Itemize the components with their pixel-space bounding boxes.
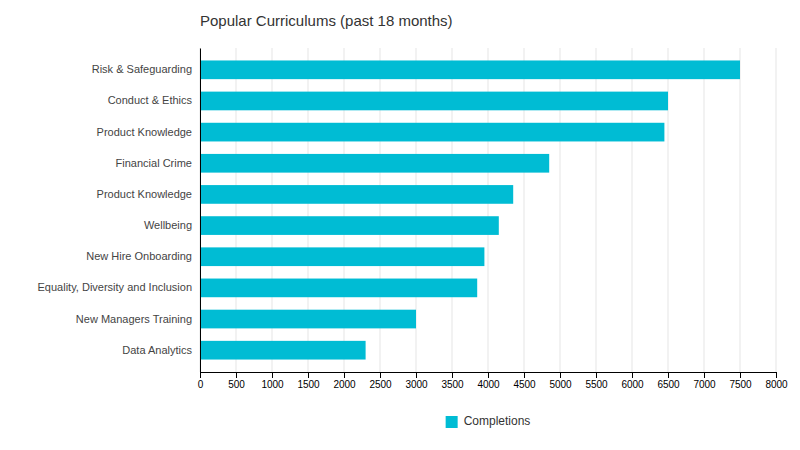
chart-svg: Popular Curriculums (past 18 months) 0 500…	[0, 0, 800, 450]
tick-label: Financial Crime	[116, 157, 192, 169]
tick-label: 7000	[693, 379, 716, 390]
bar	[200, 279, 477, 298]
legend-swatch	[446, 416, 458, 428]
bars	[200, 60, 740, 359]
tick: Product Knowledge	[97, 126, 192, 138]
chart-title: Popular Curriculums (past 18 months)	[200, 12, 453, 29]
tick-label: 0	[198, 379, 204, 390]
tick: 7500	[729, 372, 752, 390]
tick-label: 1500	[297, 379, 320, 390]
bar	[200, 154, 549, 173]
bar	[200, 185, 513, 204]
value-axis: 0 500 1000 1500 2000 2500 3000 3500 4000 4500 5000…	[198, 372, 788, 390]
grid-line	[704, 48, 705, 372]
bar	[200, 60, 740, 79]
tick: 6000	[621, 372, 644, 390]
bar	[200, 247, 484, 266]
tick: Data Analytics	[122, 344, 192, 356]
tick-label: 5500	[585, 379, 608, 390]
tick: 2000	[333, 372, 356, 390]
tick: 2500	[369, 372, 392, 390]
grid	[200, 48, 776, 372]
tick-label: Product Knowledge	[97, 188, 192, 200]
grid-line	[200, 48, 201, 372]
tick-mark	[668, 372, 669, 378]
tick: Conduct & Ethics	[108, 94, 193, 106]
axis-line	[201, 373, 777, 379]
tick-mark	[560, 372, 561, 378]
tick: 0	[198, 372, 204, 390]
tick: Financial Crime	[116, 157, 192, 169]
tick-mark	[704, 372, 705, 378]
tick: 1000	[261, 372, 284, 390]
tick-mark	[524, 372, 525, 378]
tick: 7000	[693, 372, 716, 390]
bar	[200, 341, 366, 360]
tick-mark	[308, 372, 309, 378]
tick-label: 3500	[441, 379, 464, 390]
tick-label: 5000	[549, 379, 572, 390]
tick: 5000	[549, 372, 572, 390]
tick-mark	[776, 372, 777, 378]
tick-label: 6500	[657, 379, 680, 390]
tick-label: 8000	[765, 379, 788, 390]
tick-label: Risk & Safeguarding	[92, 63, 192, 75]
bar	[200, 123, 664, 142]
tick-mark	[200, 372, 201, 378]
legend-label: Completions	[464, 414, 531, 428]
tick-mark	[344, 372, 345, 378]
tick-label: 6000	[621, 379, 644, 390]
tick-label: New Managers Training	[76, 313, 192, 325]
tick-label: 3000	[405, 379, 428, 390]
tick-label: 2000	[333, 379, 356, 390]
tick-label: Wellbeing	[144, 219, 192, 231]
axis-line	[200, 49, 201, 373]
tick-mark	[272, 372, 273, 378]
tick: Product Knowledge	[97, 188, 192, 200]
tick: 4500	[513, 372, 536, 390]
tick: 6500	[657, 372, 680, 390]
tick-mark	[236, 372, 237, 378]
tick-label: Equality, Diversity and Inclusion	[38, 281, 192, 293]
tick-label: 500	[228, 379, 245, 390]
bar	[200, 310, 416, 329]
tick: Wellbeing	[144, 219, 192, 231]
tick-mark	[740, 372, 741, 378]
bar	[200, 92, 668, 111]
tick: New Hire Onboarding	[86, 250, 192, 262]
tick: 3000	[405, 372, 428, 390]
tick-label: 1000	[261, 379, 284, 390]
tick-label: New Hire Onboarding	[86, 250, 192, 262]
tick-mark	[488, 372, 489, 378]
tick-mark	[596, 372, 597, 378]
tick: 5500	[585, 372, 608, 390]
tick: New Managers Training	[76, 313, 192, 325]
tick: 3500	[441, 372, 464, 390]
tick-label: 7500	[729, 379, 752, 390]
tick: Equality, Diversity and Inclusion	[38, 281, 192, 293]
tick-label: Product Knowledge	[97, 126, 192, 138]
tick-mark	[632, 372, 633, 378]
tick: Risk & Safeguarding	[92, 63, 192, 75]
tick-label: Data Analytics	[122, 344, 192, 356]
grid-line	[776, 48, 777, 372]
tick-mark	[452, 372, 453, 378]
tick: 1500	[297, 372, 320, 390]
legend: Completions	[446, 414, 531, 428]
tick: 500	[228, 372, 245, 390]
tick-label: 2500	[369, 379, 392, 390]
tick-label: 4500	[513, 379, 536, 390]
tick-label: 4000	[477, 379, 500, 390]
tick: 4000	[477, 372, 500, 390]
tick-label: Conduct & Ethics	[108, 94, 193, 106]
category-axis: Risk & Safeguarding Conduct & Ethics Produ…	[38, 49, 201, 373]
tick-mark	[380, 372, 381, 378]
grid-line	[740, 48, 741, 372]
tick-mark	[416, 372, 417, 378]
bar	[200, 216, 499, 235]
tick: 8000	[765, 372, 788, 390]
